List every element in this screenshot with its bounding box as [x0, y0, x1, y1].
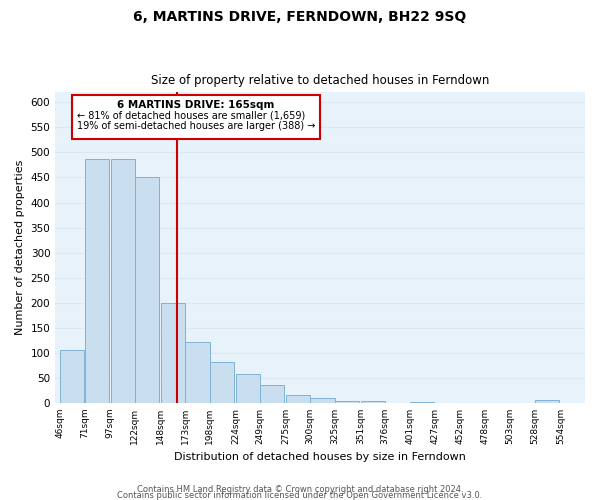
X-axis label: Distribution of detached houses by size in Ferndown: Distribution of detached houses by size …: [174, 452, 466, 462]
Bar: [361, 402, 385, 403]
Bar: [161, 302, 185, 403]
FancyBboxPatch shape: [72, 95, 320, 139]
Bar: [310, 398, 335, 403]
Bar: [85, 159, 109, 403]
Text: ← 81% of detached houses are smaller (1,659): ← 81% of detached houses are smaller (1,…: [77, 111, 305, 121]
Bar: [110, 159, 134, 403]
Bar: [61, 350, 85, 403]
Title: Size of property relative to detached houses in Ferndown: Size of property relative to detached ho…: [151, 74, 489, 87]
Text: 19% of semi-detached houses are larger (388) →: 19% of semi-detached houses are larger (…: [77, 122, 315, 132]
Bar: [335, 402, 359, 403]
Text: 6 MARTINS DRIVE: 165sqm: 6 MARTINS DRIVE: 165sqm: [118, 100, 275, 110]
Text: 6, MARTINS DRIVE, FERNDOWN, BH22 9SQ: 6, MARTINS DRIVE, FERNDOWN, BH22 9SQ: [133, 10, 467, 24]
Bar: [535, 400, 559, 403]
Bar: [236, 374, 260, 403]
Bar: [286, 395, 310, 403]
Y-axis label: Number of detached properties: Number of detached properties: [15, 160, 25, 336]
Bar: [410, 402, 434, 403]
Bar: [185, 342, 209, 403]
Text: Contains public sector information licensed under the Open Government Licence v3: Contains public sector information licen…: [118, 490, 482, 500]
Bar: [135, 178, 160, 403]
Text: Contains HM Land Registry data © Crown copyright and database right 2024.: Contains HM Land Registry data © Crown c…: [137, 484, 463, 494]
Bar: [210, 362, 234, 403]
Bar: [260, 386, 284, 403]
